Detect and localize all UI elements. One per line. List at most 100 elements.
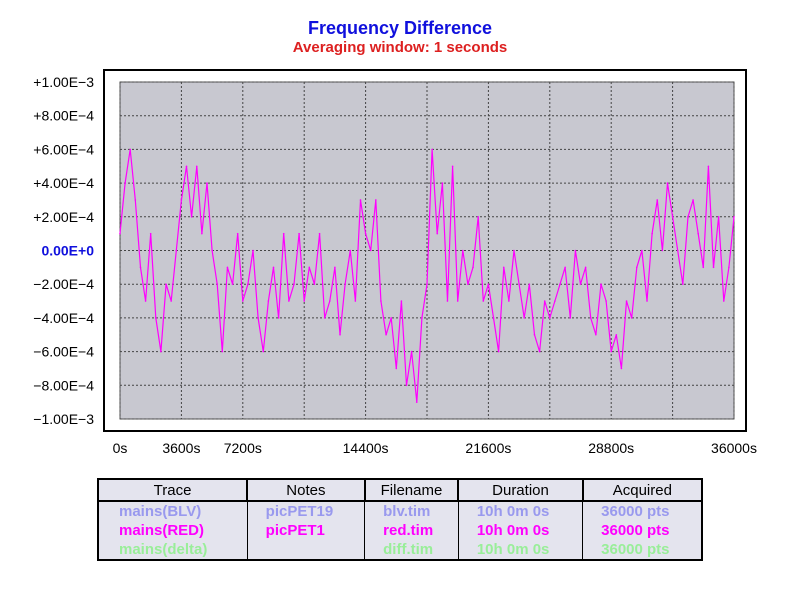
- data-point: [201, 232, 203, 235]
- data-point: [185, 165, 188, 168]
- data-point: [528, 283, 531, 286]
- data-point: [247, 283, 249, 286]
- data-point: [288, 300, 290, 302]
- data-point: [262, 350, 265, 353]
- trace-table-header: Trace Notes Filename Duration Acquired: [96, 478, 704, 502]
- data-point: [487, 283, 490, 286]
- data-point: [431, 148, 433, 151]
- y-tick-label: −2.00E−4: [33, 276, 94, 292]
- cell-filename: red.tim: [364, 521, 459, 540]
- data-point: [303, 300, 306, 302]
- table-row[interactable]: mains(RED) picPET1 red.tim 10h 0m 0s 360…: [97, 521, 703, 540]
- data-point: [339, 333, 341, 336]
- data-point: [426, 283, 428, 286]
- x-tick-label: 7200s: [224, 440, 262, 456]
- y-tick-label: +6.00E−4: [33, 141, 94, 157]
- data-point: [559, 283, 561, 286]
- data-point: [277, 317, 280, 319]
- data-point: [390, 317, 392, 319]
- y-tick-label: +8.00E−4: [33, 108, 94, 124]
- data-point: [155, 317, 157, 319]
- chart-title: Frequency Difference: [307, 18, 493, 38]
- data-point: [549, 317, 551, 319]
- data-point: [282, 232, 285, 235]
- x-tick-label: 3600s: [162, 440, 200, 456]
- data-point: [206, 182, 208, 184]
- data-point: [574, 249, 577, 252]
- data-point: [538, 350, 541, 353]
- data-point: [267, 300, 270, 302]
- cell-duration: 10h 0m 0s: [457, 501, 584, 521]
- data-point: [344, 283, 346, 286]
- data-point: [497, 350, 500, 353]
- y-tick-label: −1.00E−3: [33, 411, 94, 427]
- data-point: [610, 350, 612, 353]
- data-point: [687, 216, 689, 218]
- data-point: [446, 300, 449, 302]
- data-point: [375, 199, 377, 201]
- data-point: [415, 401, 418, 403]
- data-point: [385, 333, 387, 336]
- data-point: [323, 317, 326, 319]
- data-point: [170, 300, 172, 302]
- data-point: [231, 283, 234, 286]
- data-point: [733, 216, 735, 218]
- data-point: [139, 266, 142, 269]
- data-point: [579, 283, 582, 286]
- data-point: [625, 300, 628, 302]
- header-notes: Notes: [246, 478, 366, 502]
- data-point: [226, 266, 229, 269]
- trace-table: Trace Notes Filename Duration Acquired m…: [96, 478, 704, 561]
- cell-duration: 10h 0m 0s: [457, 521, 584, 540]
- data-point: [456, 300, 459, 302]
- data-point: [620, 367, 623, 370]
- cell-acquired: 36000 pts: [582, 521, 703, 540]
- data-point: [165, 283, 167, 286]
- data-point: [477, 216, 479, 218]
- data-point: [410, 350, 413, 353]
- chart-subtitle: Averaging window: 1 seconds: [292, 39, 508, 56]
- data-point: [380, 300, 382, 302]
- y-tick-label: −8.00E−4: [33, 377, 94, 393]
- data-point: [722, 300, 725, 302]
- data-point: [554, 300, 556, 302]
- table-row[interactable]: mains(delta) diff.tim 10h 0m 0s 36000 pt…: [97, 540, 703, 560]
- data-point: [646, 300, 648, 302]
- data-point: [467, 283, 469, 286]
- cell-acquired: 36000 pts: [582, 501, 703, 521]
- data-point: [523, 317, 526, 319]
- cell-trace: mains(delta): [97, 540, 248, 560]
- table-row[interactable]: mains(BLV) picPET19 blv.tim 10h 0m 0s 36…: [97, 501, 703, 521]
- cell-notes: picPET19: [246, 501, 366, 521]
- data-point: [441, 182, 444, 184]
- cell-acquired: 36000 pts: [582, 540, 703, 560]
- data-point: [216, 283, 219, 286]
- header-acquired: Acquired: [581, 478, 704, 502]
- header-trace: Trace: [96, 478, 249, 502]
- data-point: [451, 165, 454, 168]
- cell-filename: blv.tim: [364, 501, 459, 521]
- frequency-difference-chart: +1.00E−3 +8.00E−4 +6.00E−4 +4.00E−4 +2.00E−4…: [33, 69, 757, 456]
- data-point: [656, 199, 659, 201]
- data-point: [328, 300, 331, 302]
- data-point: [252, 249, 254, 252]
- data-point: [712, 266, 715, 269]
- data-point: [676, 249, 679, 252]
- data-point: [221, 350, 224, 353]
- data-point: [682, 283, 684, 286]
- data-point: [702, 266, 705, 269]
- data-point: [518, 283, 520, 286]
- data-point: [502, 266, 505, 269]
- data-point: [298, 232, 300, 235]
- x-tick-label: 14400s: [343, 440, 389, 456]
- data-point: [615, 333, 618, 336]
- data-point: [630, 317, 633, 319]
- cell-notes: picPET1: [246, 521, 366, 540]
- data-point: [129, 148, 132, 151]
- data-point: [513, 249, 515, 252]
- data-point: [605, 300, 607, 302]
- data-point: [564, 266, 566, 269]
- y-tick-label: +1.00E−3: [33, 74, 94, 90]
- data-point: [308, 266, 311, 269]
- data-point: [569, 317, 572, 319]
